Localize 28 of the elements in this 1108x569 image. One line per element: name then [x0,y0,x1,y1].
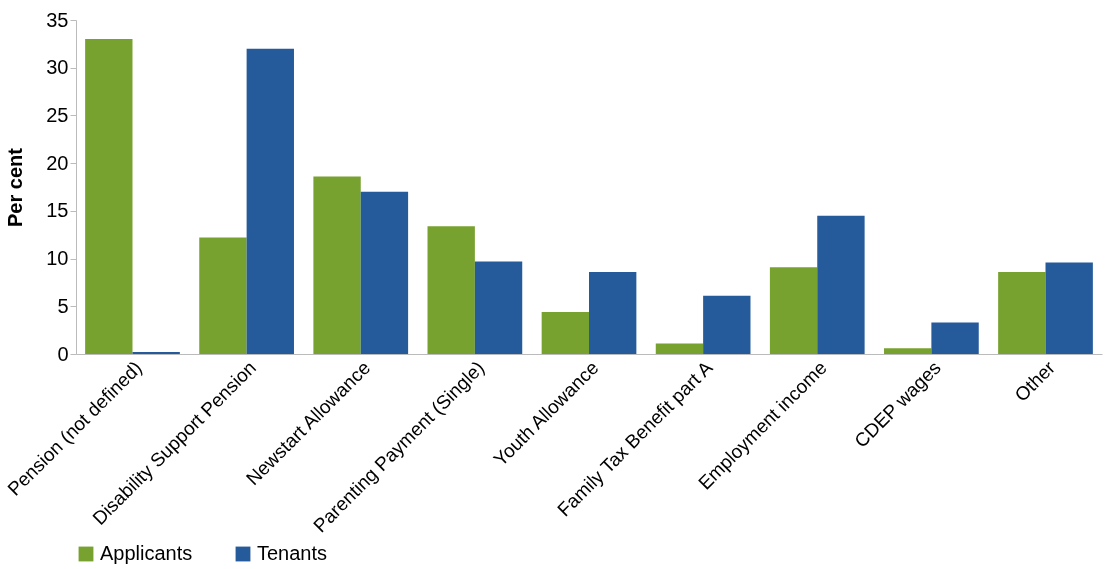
bar [427,226,475,354]
bar [360,191,409,354]
y-tick-label: 30 [46,56,69,79]
y-tick-label: 20 [46,151,69,174]
bar [817,215,865,354]
bar [884,348,932,354]
legend-label: Tenants [257,542,328,564]
bar [1045,262,1093,354]
bar [769,267,818,354]
bar [589,271,637,354]
bar [541,312,589,354]
bar [655,343,704,354]
legend-label: Applicants [100,542,193,564]
y-tick-label: 10 [46,247,69,270]
bar [703,295,751,354]
y-tick-label: 25 [46,103,69,126]
bar [474,261,523,354]
bar [85,39,133,354]
bar [313,176,361,354]
bar [246,48,294,354]
y-tick-label: 15 [46,199,69,222]
y-tick-label: 5 [57,294,69,317]
bar [998,271,1046,354]
y-axis-title: Per cent [4,147,27,227]
bar [199,237,247,354]
y-tick-label: 35 [46,8,69,31]
y-tick-label: 0 [57,342,69,365]
bar [931,322,979,354]
